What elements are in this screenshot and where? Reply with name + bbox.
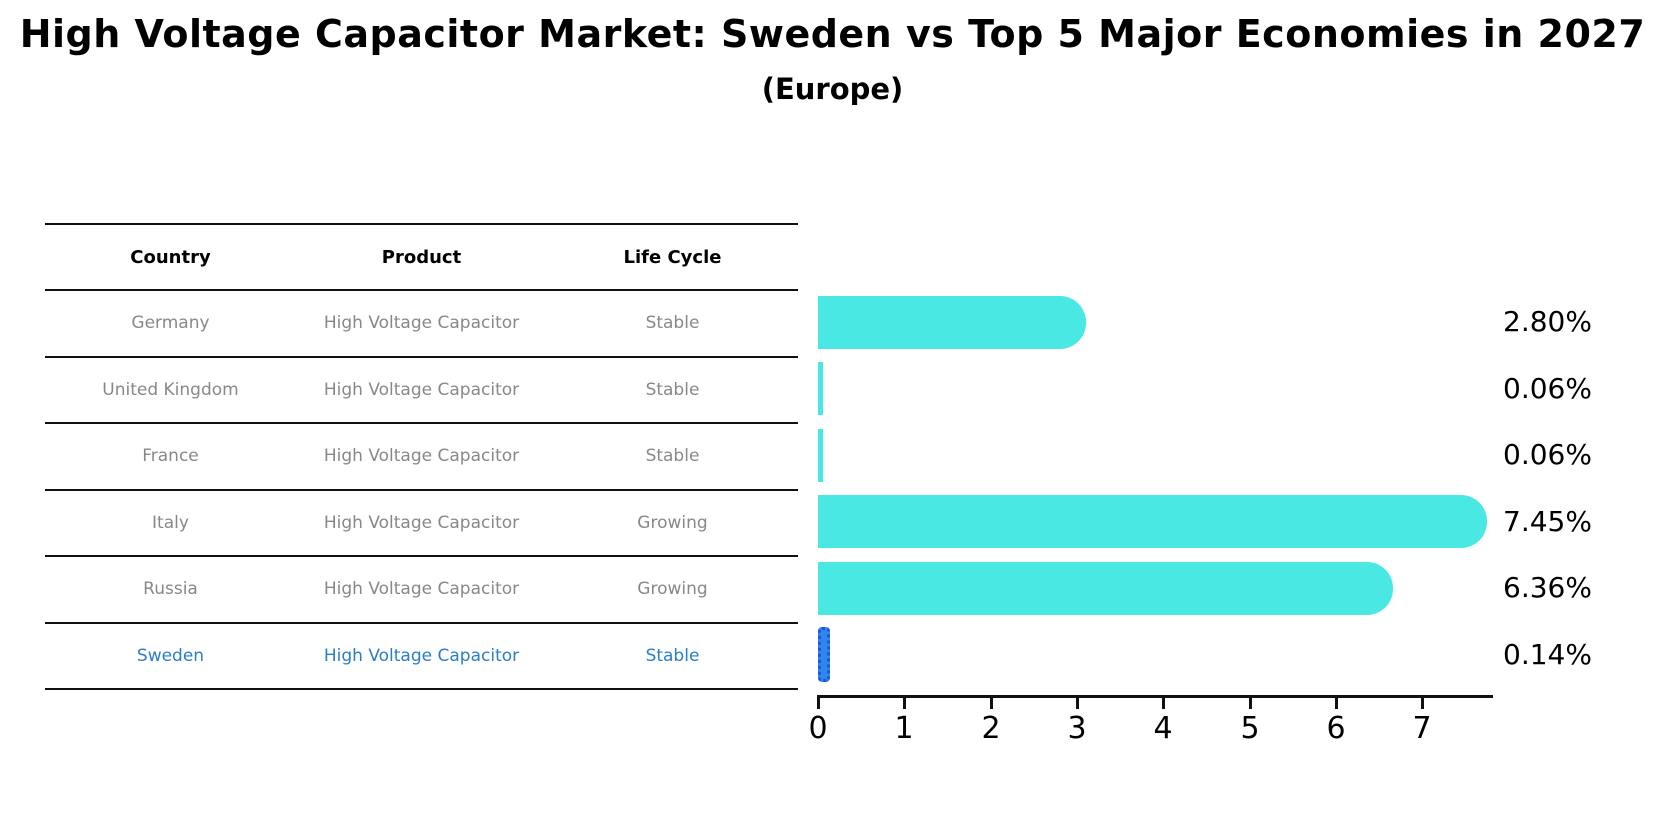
x-axis-line — [817, 695, 1493, 698]
life-cycle-cell: Stable — [645, 446, 700, 467]
country-table: Country Product Life Cycle Germany High V… — [45, 223, 798, 690]
bar-germany — [818, 296, 1086, 349]
x-tick-label: 3 — [1067, 711, 1087, 746]
value-label-italy: 7.45% — [1503, 505, 1592, 538]
x-tick — [1421, 698, 1424, 709]
bar-united-kingdom — [818, 362, 823, 415]
x-tick-label: 0 — [808, 711, 828, 746]
product-cell: High Voltage Capacitor — [323, 645, 520, 666]
value-label-united-kingdom: 0.06% — [1503, 372, 1592, 405]
country-cell: United Kingdom — [102, 379, 239, 400]
x-tick-label: 6 — [1326, 711, 1346, 746]
product-cell: High Voltage Capacitor — [323, 313, 520, 334]
country-cell: Russia — [143, 579, 198, 600]
bar-russia — [818, 562, 1393, 615]
chart-subtitle: (Europe) — [761, 72, 904, 106]
x-tick — [1076, 698, 1079, 709]
table-row-france: France High Voltage Capacitor Stable — [45, 424, 798, 491]
life-cycle-cell: Growing — [637, 579, 708, 600]
chart-title: High Voltage Capacitor Market: Sweden vs… — [19, 12, 1646, 56]
x-tick — [817, 698, 820, 709]
country-cell: France — [142, 446, 199, 467]
table-body: Germany High Voltage Capacitor Stable Unite… — [45, 291, 798, 690]
header-life-cycle: Life Cycle — [623, 246, 722, 268]
x-tick — [1162, 698, 1165, 709]
life-cycle-cell: Growing — [637, 512, 708, 533]
x-tick — [1249, 698, 1252, 709]
table-row-russia: Russia High Voltage Capacitor Growing — [45, 557, 798, 624]
life-cycle-cell: Stable — [645, 645, 700, 666]
product-cell: High Voltage Capacitor — [323, 512, 520, 533]
table-header-row: Country Product Life Cycle — [45, 223, 798, 291]
country-cell: Italy — [152, 512, 189, 533]
x-tick — [903, 698, 906, 709]
bar-italy — [818, 495, 1487, 548]
x-tick-label: 7 — [1412, 711, 1432, 746]
product-cell: High Voltage Capacitor — [323, 379, 520, 400]
table-row-italy: Italy High Voltage Capacitor Growing — [45, 491, 798, 557]
x-tick-label: 1 — [894, 711, 914, 746]
country-cell: Germany — [131, 313, 210, 334]
life-cycle-cell: Stable — [645, 379, 700, 400]
life-cycle-cell: Stable — [645, 313, 700, 334]
value-label-france: 0.06% — [1503, 438, 1592, 471]
product-cell: High Voltage Capacitor — [323, 579, 520, 600]
header-country: Country — [130, 246, 211, 268]
value-label-sweden: 0.14% — [1503, 638, 1592, 671]
country-cell: Sweden — [136, 645, 205, 666]
x-tick-label: 4 — [1153, 711, 1173, 746]
product-cell: High Voltage Capacitor — [323, 446, 520, 467]
value-label-germany: 2.80% — [1503, 305, 1592, 338]
x-tick-label: 5 — [1240, 711, 1260, 746]
x-tick — [990, 698, 993, 709]
x-tick — [1335, 698, 1338, 709]
x-tick-label: 2 — [981, 711, 1001, 746]
header-product: Product — [381, 246, 462, 268]
table-row-germany: Germany High Voltage Capacitor Stable — [45, 291, 798, 358]
bar-sweden — [818, 627, 830, 682]
table-row-sweden: Sweden High Voltage Capacitor Stable — [45, 624, 798, 690]
value-label-russia: 6.36% — [1503, 571, 1592, 604]
table-row-united-kingdom: United Kingdom High Voltage Capacitor Stab… — [45, 358, 798, 424]
bar-france — [818, 429, 823, 482]
